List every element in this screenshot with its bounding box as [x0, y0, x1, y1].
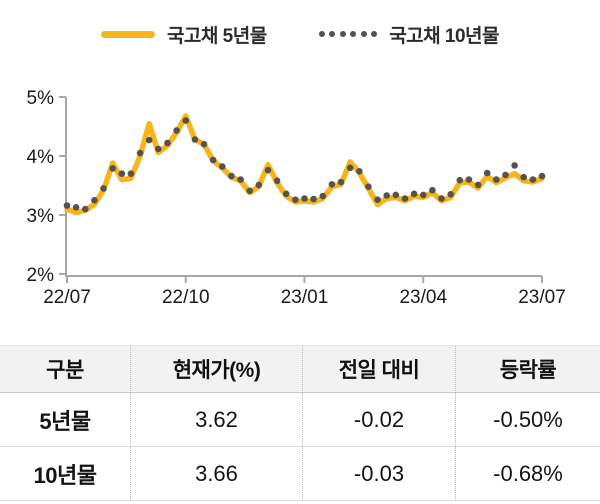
chart-legend: 국고채 5년물 국고채 10년물 [0, 16, 600, 52]
dot-marker [82, 205, 89, 213]
row-5yr-change: -0.02 [302, 393, 455, 447]
x-tick-label: 22/10 [162, 287, 210, 308]
dot-marker [383, 192, 391, 199]
dot-marker [200, 140, 208, 148]
x-tick-label: 23/04 [399, 287, 447, 308]
legend-label-10yr: 국고채 10년물 [389, 25, 500, 47]
dot-marker [100, 185, 107, 192]
dot-marker [356, 168, 363, 175]
dot-marker [319, 192, 327, 200]
dot-marker [410, 190, 418, 198]
row-10yr-current: 3.66 [130, 447, 302, 501]
rate-table: 구분 현재가(%) 전일 대비 등락률 5년물 3.62 -0.02 -0.50… [0, 345, 600, 501]
dot-marker [456, 176, 464, 184]
dot-marker [173, 127, 180, 134]
legend-item-5yr: 국고채 5년물 [100, 21, 267, 48]
dot-marker [520, 173, 527, 181]
dot-marker [264, 166, 272, 174]
x-tick-label: 22/07 [43, 287, 91, 308]
dot-marker [447, 191, 455, 198]
dots-swatch-icon [318, 31, 378, 37]
dot-marker [328, 181, 336, 188]
x-tick-label: 23/01 [281, 287, 329, 308]
x-tick-label: 23/07 [518, 287, 566, 308]
series-10yr-dots [63, 117, 546, 213]
yield-chart: 5% 4% 3% 2% 22/07 22/10 23/01 23/04 23/07 [27, 88, 566, 308]
dot-marker [493, 176, 500, 183]
dot-marker [145, 136, 153, 144]
dot-marker [219, 163, 226, 170]
row-5yr-label: 5년물 [0, 393, 130, 447]
table-header-current: 현재가(%) [130, 346, 302, 393]
dot-marker [465, 176, 473, 183]
table-header-gubun: 구분 [0, 346, 130, 393]
dot-marker [182, 117, 190, 124]
table-header-pct: 등락률 [455, 346, 600, 393]
y-tick-label: 4% [27, 147, 55, 168]
dot-marker [118, 170, 126, 177]
dot-marker [310, 195, 317, 203]
dot-marker [538, 172, 546, 180]
dot-marker [91, 197, 98, 204]
legend-label-5yr: 국고채 5년물 [166, 25, 267, 47]
dot-marker [392, 191, 400, 199]
dot-marker [273, 177, 281, 185]
dot-marker [237, 176, 244, 183]
dot-marker [337, 178, 345, 186]
dot-marker [72, 204, 80, 211]
row-10yr-change: -0.03 [302, 447, 455, 501]
dot-marker [209, 156, 217, 164]
dot-marker [109, 165, 116, 172]
y-tick-label: 2% [27, 265, 55, 286]
dot-marker [429, 186, 436, 194]
dot-marker [63, 202, 71, 209]
dot-marker [246, 187, 253, 195]
row-5yr-current: 3.62 [130, 393, 302, 447]
y-tick-label: 3% [27, 206, 55, 227]
dot-marker [136, 149, 144, 157]
dot-marker [255, 181, 263, 189]
dot-marker [301, 195, 308, 202]
dot-marker [292, 196, 299, 203]
dot-marker [511, 162, 518, 169]
dot-marker [282, 190, 290, 198]
dot-marker [438, 195, 445, 202]
dot-marker [164, 139, 171, 147]
row-10yr-label: 10년물 [0, 447, 130, 501]
row-5yr-pct: -0.50% [455, 393, 600, 447]
chart-axes [65, 97, 542, 277]
row-10yr-pct: -0.68% [455, 447, 600, 501]
dot-marker [365, 183, 372, 190]
dot-marker [155, 145, 162, 153]
yield-chart-canvas: 5% 4% 3% 2%22/07 22/10 23/01 23/04 23/07 [27, 88, 566, 308]
dot-marker [374, 196, 381, 203]
y-tick-label: 5% [27, 88, 55, 109]
dot-marker [420, 191, 427, 199]
line-swatch-icon [100, 30, 155, 38]
dot-marker [502, 171, 509, 179]
dot-marker [228, 172, 235, 180]
table-header-change: 전일 대비 [302, 346, 455, 393]
dot-marker [346, 164, 354, 172]
dot-marker [191, 136, 199, 143]
dot-marker [127, 170, 135, 177]
dot-marker [401, 195, 409, 202]
legend-item-10yr: 국고채 10년물 [318, 21, 500, 48]
dot-marker [474, 181, 482, 189]
dot-marker [529, 176, 537, 183]
dot-marker [483, 169, 491, 177]
